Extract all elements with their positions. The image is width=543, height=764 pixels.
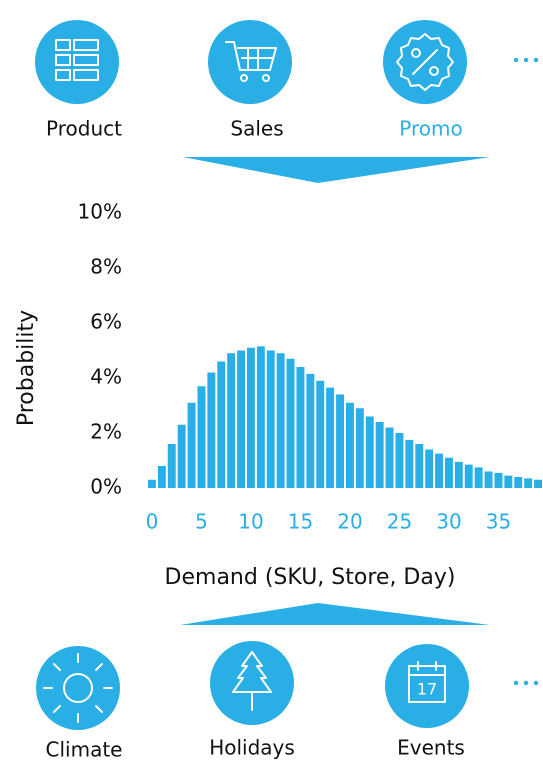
factor-label: Product [46,117,122,141]
calendar-day: 17 [417,680,437,699]
bar [454,461,463,488]
bar [266,350,275,488]
y-tick-label: 8% [90,255,122,279]
factor-label: Promo [399,117,462,141]
bar [355,408,364,488]
bar [435,453,444,488]
x-tick-label: 30 [436,510,461,534]
x-tick-label: 35 [486,510,511,534]
y-tick-label: 10% [78,200,122,224]
bar [425,449,434,488]
bar [147,479,156,488]
bar [157,466,166,488]
arrow-up [180,603,490,625]
arrow-down [183,157,490,183]
bar [326,387,335,488]
factor-label: Holidays [209,736,295,760]
bar [464,464,473,488]
holidays-icon [210,641,294,725]
bar [365,416,374,488]
x-tick-label: 25 [387,510,412,534]
bar [405,439,414,488]
bar [395,433,404,488]
x-axis-label: Demand (SKU, Store, Day) [165,565,456,590]
y-tick-label: 6% [90,310,122,334]
y-tick-label: 0% [90,475,122,499]
bar [187,402,196,488]
bar [345,402,354,488]
bar [316,380,325,488]
x-tick-label: 20 [337,510,362,534]
promo-icon [383,20,467,104]
bar [207,372,216,488]
events-icon: 17 [385,644,469,728]
x-tick-label: 15 [288,510,313,534]
bar [474,467,483,488]
bar [444,457,453,488]
factor-label: Sales [230,117,283,141]
bar [237,350,246,488]
factor-label: Climate [46,738,123,762]
sales-icon [208,20,292,104]
y-tick-label: 2% [90,420,122,444]
bar [256,346,265,488]
bar [484,471,493,488]
bar [524,478,533,488]
y-axis-label: Probability [14,310,39,426]
bar [167,444,176,488]
bar [246,347,255,488]
x-tick-label: 10 [238,510,263,534]
factor-label: Events [397,736,465,760]
bar [286,358,295,488]
more-top [513,57,539,63]
bar [177,424,186,488]
x-tick-label: 0 [146,510,159,534]
bar [217,361,226,488]
product-icon [35,20,119,104]
bar [494,472,503,488]
bar [306,373,315,488]
bar [227,353,236,488]
more-bottom [513,680,539,686]
y-tick-label: 4% [90,365,122,389]
climate-icon [36,646,120,730]
bar [504,475,513,488]
x-tick-label: 5 [195,510,208,534]
bar [276,353,285,488]
bar [385,427,394,488]
bar [296,367,305,488]
bar [197,386,206,488]
bar [514,477,523,488]
bar [415,444,424,488]
bar [375,422,384,488]
bar [534,479,543,488]
bar [336,394,345,488]
